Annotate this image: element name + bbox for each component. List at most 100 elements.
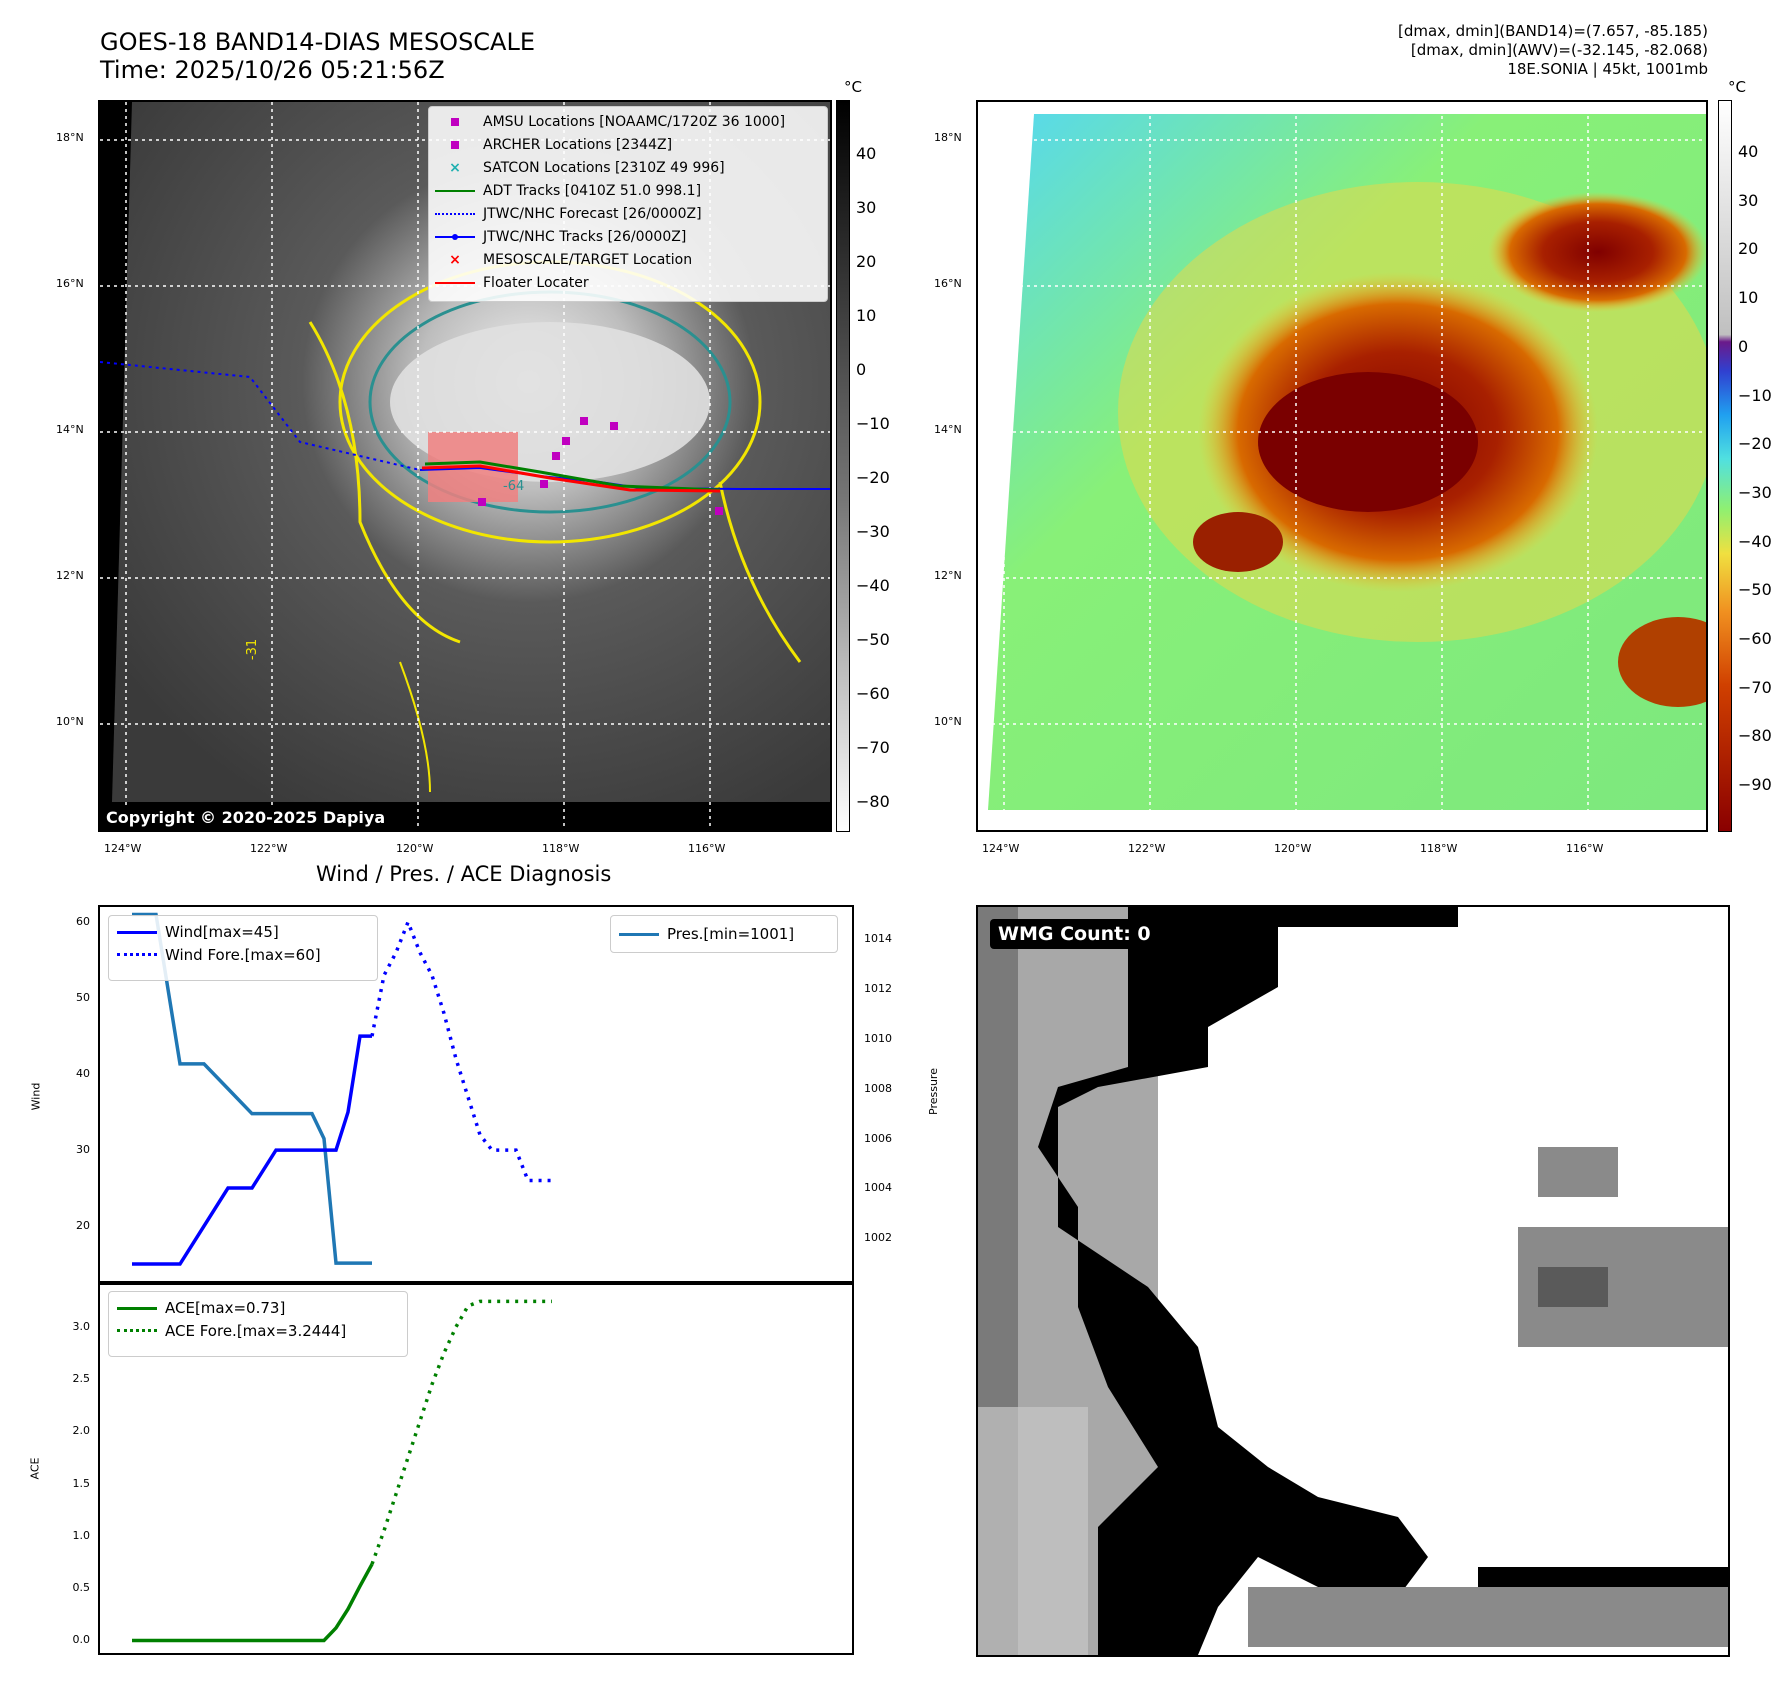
ir-lat-label: 10°N — [56, 715, 84, 728]
legend-label: Wind[max=45] — [165, 922, 279, 941]
ir-lat-label: 18°N — [56, 131, 84, 144]
legend-item-satcon: × SATCON Locations [2310Z 49 996] — [435, 156, 821, 179]
ir-lon-label: 118°W — [542, 842, 580, 855]
ace-axis-label: ACE — [28, 1457, 42, 1480]
storm-info: [dmax, dmin](BAND14)=(7.657, -85.185) [d… — [1398, 22, 1708, 79]
legend-item-amsu: AMSU Locations [NOAAMC/1720Z 36 1000] — [435, 110, 821, 133]
enh-lon-label: 116°W — [1566, 842, 1604, 855]
line-dot-icon — [435, 230, 475, 244]
ir-colorbar-tick: 30 — [856, 198, 877, 217]
wmg-panel[interactable]: WMG Count: 0 — [976, 905, 1730, 1657]
map-legend: AMSU Locations [NOAAMC/1720Z 36 1000] AR… — [428, 106, 828, 302]
wind-axis-tick: 20 — [76, 1219, 90, 1233]
enh-lat-label: 12°N — [934, 569, 962, 582]
pressure-axis-tick: 1002 — [864, 1231, 892, 1245]
ir-lon-label: 116°W — [688, 842, 726, 855]
legend-item-adt: ADT Tracks [0410Z 51.0 998.1] — [435, 179, 821, 202]
ir-map-panel[interactable]: -64 -31 AMSU Locations [NOAAMC/1720Z 36 … — [98, 100, 832, 832]
legend-label: MESOSCALE/TARGET Location — [483, 251, 693, 268]
legend-label: Floater Locater — [483, 274, 589, 291]
pressure-axis-tick: 1010 — [864, 1031, 892, 1045]
enh-colorbar-tick: −30 — [1738, 482, 1772, 502]
enh-lat-label: 10°N — [934, 715, 962, 728]
wind-pressure-chart: Wind[max=45] Wind Fore.[max=60] Pres.[mi… — [98, 905, 854, 1285]
ir-colorbar-tick: 0 — [856, 360, 867, 379]
ace-axis-tick: 2.5 — [72, 1372, 91, 1386]
enh-colorbar-tick: 20 — [1738, 239, 1759, 259]
enh-lat-label: 18°N — [934, 131, 962, 144]
ir-lat-label: 14°N — [56, 423, 84, 436]
x-marker-icon: × — [449, 251, 461, 268]
ir-colorbar-tick: −60 — [856, 684, 890, 703]
legend-item-wind: Wind[max=45] — [117, 920, 369, 943]
legend-item-pressure: Pres.[min=1001] — [619, 922, 829, 945]
legend-label: Wind Fore.[max=60] — [165, 945, 321, 964]
ir-colorbar-tick: −20 — [856, 468, 890, 487]
pressure-axis-tick: 1008 — [864, 1081, 892, 1095]
enh-colorbar-tick: 30 — [1738, 190, 1759, 210]
copyright-label: Copyright © 2020-2025 Dapiya — [100, 806, 392, 829]
enh-colorbar-tick: −10 — [1738, 385, 1772, 405]
x-marker-icon: × — [449, 159, 461, 176]
wind-axis-tick: 60 — [76, 915, 90, 929]
legend-label: ADT Tracks [0410Z 51.0 998.1] — [483, 182, 702, 199]
wmg-gray-patch-1 — [1538, 1147, 1618, 1197]
legend-label: ARCHER Locations [2344Z] — [483, 136, 673, 153]
legend-label: JTWC/NHC Forecast [26/0000Z] — [483, 205, 702, 222]
legend-label: Pres.[min=1001] — [667, 924, 795, 943]
ace-axis-tick: 2.0 — [72, 1424, 91, 1438]
wmg-dark-patch — [1538, 1267, 1608, 1307]
enh-gridlines — [978, 102, 1706, 830]
pressure-line — [132, 912, 372, 1265]
enh-colorbar-unit: °C — [1728, 78, 1746, 96]
pressure-legend: Pres.[min=1001] — [610, 915, 838, 953]
enh-colorbar-tick: 0 — [1738, 336, 1749, 356]
wmg-count-badge: WMG Count: 0 — [990, 919, 1159, 949]
pressure-axis-tick: 1006 — [864, 1131, 892, 1145]
contour-label-64: -64 — [503, 479, 525, 494]
ace-forecast-line — [370, 1299, 552, 1565]
legend-item-ace-fore: ACE Fore.[max=3.2444] — [117, 1319, 399, 1342]
pressure-axis-label: Pressure — [926, 1068, 940, 1115]
wind-legend: Wind[max=45] Wind Fore.[max=60] — [108, 915, 378, 981]
legend-label: JTWC/NHC Tracks [26/0000Z] — [483, 228, 687, 245]
legend-item-forecast: JTWC/NHC Forecast [26/0000Z] — [435, 202, 821, 225]
ir-colorbar-unit: °C — [844, 78, 862, 96]
dotted-line-icon — [117, 948, 157, 962]
diagnosis-title: Wind / Pres. / ACE Diagnosis — [316, 862, 612, 886]
legend-item-ace: ACE[max=0.73] — [117, 1296, 399, 1319]
enhanced-map-image — [978, 102, 1706, 830]
wmg-image — [978, 907, 1728, 1655]
ir-colorbar-tick: −50 — [856, 630, 890, 649]
wind-axis-tick: 30 — [76, 1143, 90, 1157]
legend-item-archer: ARCHER Locations [2344Z] — [435, 133, 821, 156]
info-line1: [dmax, dmin](BAND14)=(7.657, -85.185) — [1397, 22, 1708, 40]
square-marker-icon — [435, 115, 475, 129]
ace-axis-tick: 0.5 — [72, 1581, 91, 1595]
enh-lon-label: 124°W — [982, 842, 1020, 855]
enh-southeast-cloud — [1618, 617, 1706, 707]
enh-lon-label: 122°W — [1128, 842, 1166, 855]
ace-axis-tick: 0.0 — [72, 1633, 91, 1647]
info-line2: [dmax, dmin](AWV)=(-32.145, -82.068) — [1410, 41, 1708, 59]
enhanced-map-panel[interactable] — [976, 100, 1708, 832]
enh-colorbar-tick: −40 — [1738, 531, 1772, 551]
title-line1: GOES-18 BAND14-DIAS MESOSCALE — [100, 28, 536, 56]
dotted-line-icon — [117, 1324, 157, 1338]
legend-item-wind-fore: Wind Fore.[max=60] — [117, 943, 369, 966]
contour-label-31: -31 — [245, 638, 261, 661]
enh-colorbar-tick: −20 — [1738, 434, 1772, 454]
pressure-axis-tick: 1004 — [864, 1181, 892, 1195]
solid-line-icon — [117, 925, 157, 939]
enh-colorbar — [1718, 100, 1732, 832]
floater-track — [421, 464, 721, 493]
ir-colorbar-tick: −30 — [856, 522, 890, 541]
ir-colorbar-tick: −40 — [856, 576, 890, 595]
ir-colorbar-tick: 40 — [856, 144, 877, 163]
enh-colorbar-tick: −50 — [1738, 580, 1772, 600]
ace-chart: ACE[max=0.73] ACE Fore.[max=3.2444] — [98, 1281, 854, 1655]
ace-axis-tick: 1.5 — [72, 1476, 91, 1490]
ir-colorbar-tick: −70 — [856, 738, 890, 757]
ir-colorbar-tick: 20 — [856, 252, 877, 271]
solid-line-icon — [117, 1301, 157, 1315]
